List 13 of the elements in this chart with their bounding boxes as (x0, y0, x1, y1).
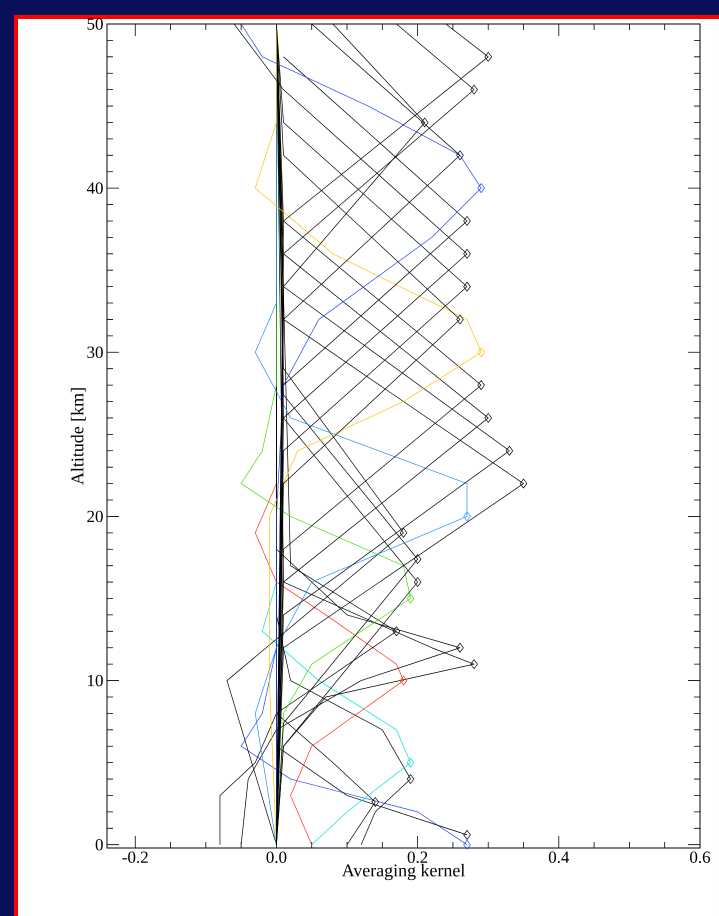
x-tick-label: 0.6 (690, 852, 710, 864)
y-tick-label: 20 (87, 510, 103, 522)
y-tick-label: 10 (88, 674, 103, 686)
y-tick-label: 50 (88, 18, 103, 30)
y-tick-label: 30 (87, 346, 103, 358)
x-tick-label: 0.2 (408, 852, 428, 864)
y-axis-title: Altitude [km] (70, 388, 86, 485)
x-tick-label: -0.2 (122, 852, 148, 864)
x-axis-title: Averaging kernel (342, 864, 465, 880)
x-tick-label: 0.0 (266, 852, 286, 864)
x-tick-label: 0.4 (548, 852, 570, 864)
y-tick-label: 0 (96, 838, 103, 850)
y-tick-label: 40 (86, 182, 103, 194)
